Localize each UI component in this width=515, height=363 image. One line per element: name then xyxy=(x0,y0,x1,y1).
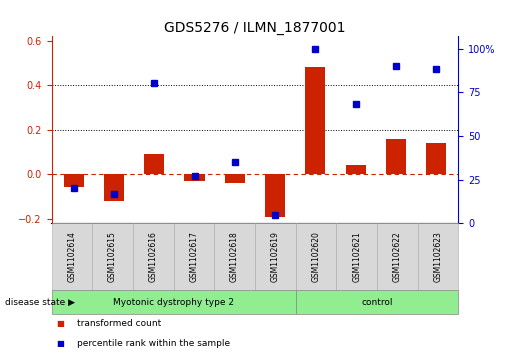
Bar xyxy=(265,174,285,217)
Text: GSM1102617: GSM1102617 xyxy=(190,231,198,282)
Bar xyxy=(426,143,447,174)
Text: GSM1102620: GSM1102620 xyxy=(312,231,320,282)
Text: GSM1102623: GSM1102623 xyxy=(434,231,442,282)
Text: control: control xyxy=(361,298,393,307)
Bar xyxy=(63,174,84,187)
Text: GSM1102622: GSM1102622 xyxy=(393,232,402,282)
Bar xyxy=(184,174,204,181)
Bar xyxy=(144,154,164,174)
Title: GDS5276 / ILMN_1877001: GDS5276 / ILMN_1877001 xyxy=(164,21,346,35)
Text: Myotonic dystrophy type 2: Myotonic dystrophy type 2 xyxy=(113,298,234,307)
Text: transformed count: transformed count xyxy=(77,319,162,327)
Text: percentile rank within the sample: percentile rank within the sample xyxy=(77,339,230,347)
Bar xyxy=(346,166,366,174)
Bar xyxy=(104,174,124,201)
Text: GSM1102614: GSM1102614 xyxy=(67,231,76,282)
Text: GSM1102621: GSM1102621 xyxy=(352,232,361,282)
Text: GSM1102616: GSM1102616 xyxy=(149,231,158,282)
Text: GSM1102618: GSM1102618 xyxy=(230,232,239,282)
Bar xyxy=(305,68,325,174)
Text: disease state ▶: disease state ▶ xyxy=(5,298,75,307)
Text: ■: ■ xyxy=(57,319,64,327)
Text: GSM1102615: GSM1102615 xyxy=(108,231,117,282)
Text: ■: ■ xyxy=(57,339,64,347)
Text: GSM1102619: GSM1102619 xyxy=(271,231,280,282)
Bar xyxy=(386,139,406,174)
Bar xyxy=(225,174,245,183)
